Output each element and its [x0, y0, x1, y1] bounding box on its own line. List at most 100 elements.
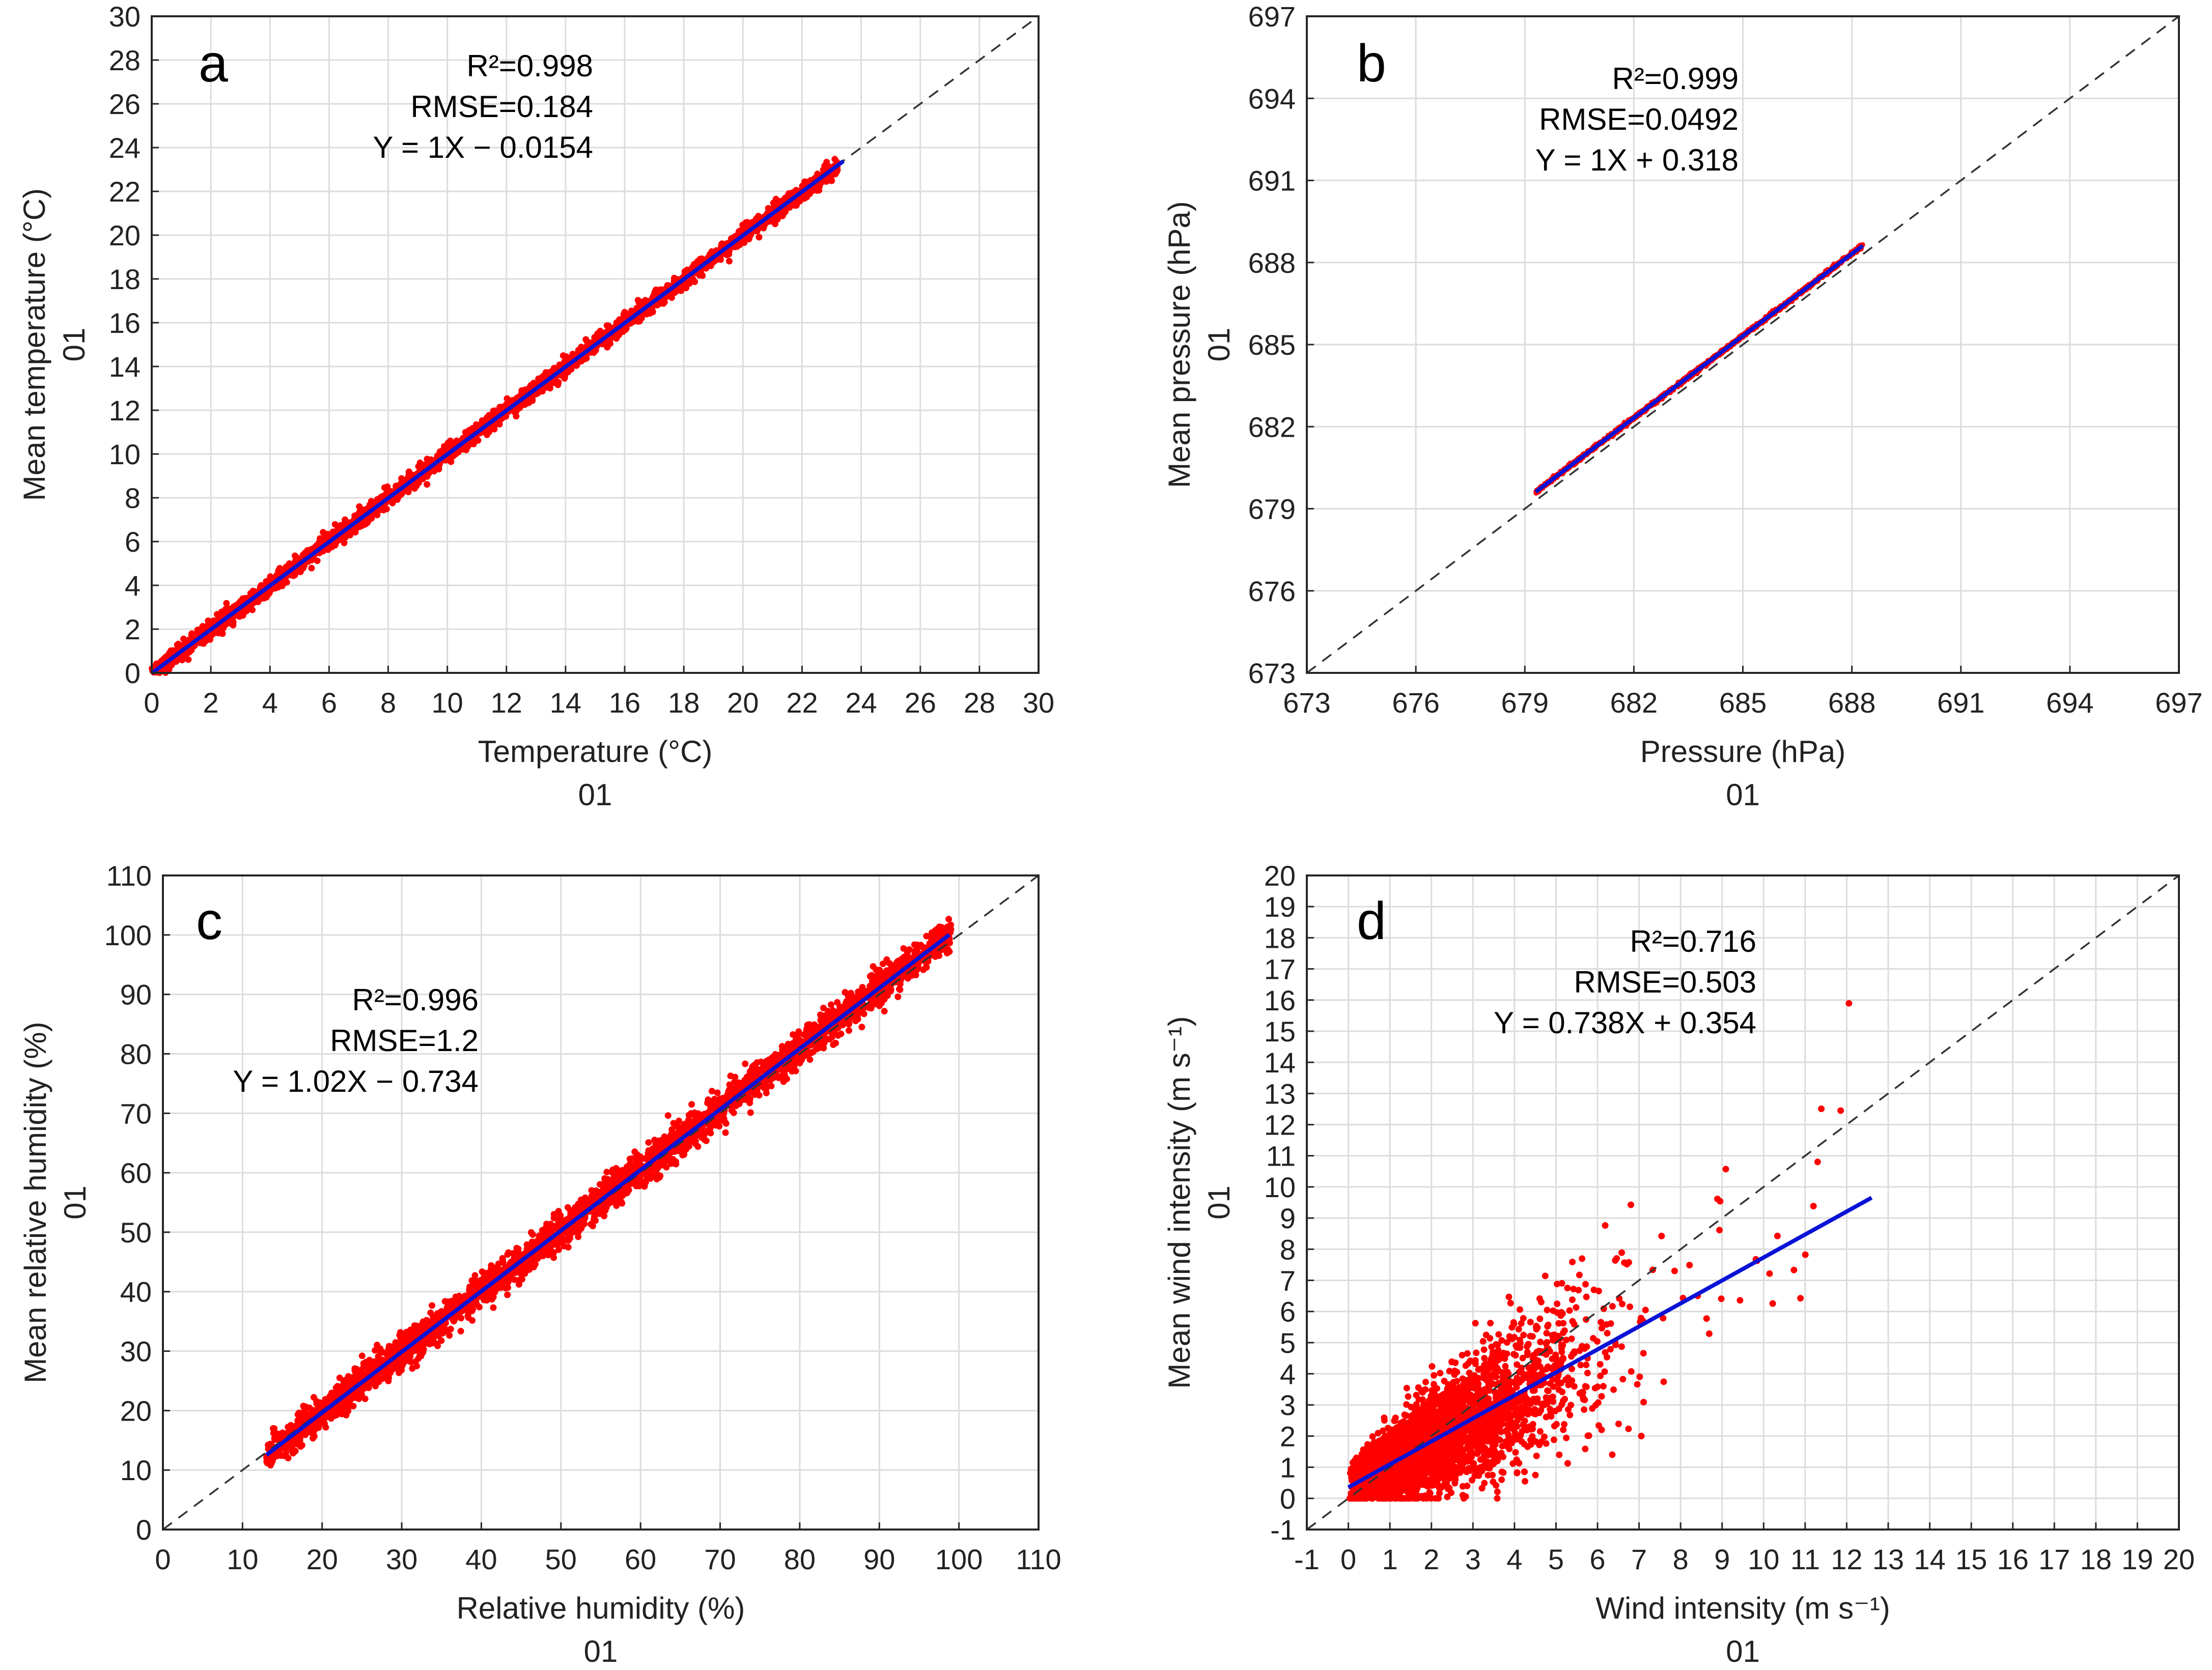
panel-a-point: [290, 572, 297, 579]
panel-b-y-tick-label: 676: [1248, 575, 1296, 607]
panel-b-x-tick-label: 682: [1610, 687, 1658, 719]
panel-a-point: [540, 373, 547, 379]
panel-a-point: [698, 255, 705, 262]
panel-a-x-tick-label: 14: [550, 687, 581, 719]
panel-a-x-tick-label: 18: [668, 687, 699, 719]
panel-a-point: [607, 340, 613, 347]
panel-a-point: [755, 213, 762, 220]
panel-a-equation: Y = 1X − 0.0154: [373, 130, 593, 164]
panel-b-y-tick-label: 694: [1248, 82, 1296, 115]
panel-a-point: [185, 656, 192, 663]
panel-a-point: [503, 395, 511, 402]
panel-a-point: [415, 463, 422, 470]
panel-a-y-tick-label: 8: [125, 482, 141, 514]
panel-a-y-tick-label: 28: [109, 44, 141, 76]
panel-b-y-tick-label: 688: [1248, 247, 1296, 279]
panel-a-point: [188, 631, 195, 638]
panel-a-point: [411, 485, 418, 492]
panel-a-point: [691, 278, 698, 286]
panel-b-y-tick-label: 685: [1248, 329, 1296, 361]
panel-a-x-tick-label: 4: [262, 687, 278, 719]
panel-c-point: [429, 1302, 436, 1309]
panel-a-point: [341, 540, 348, 547]
panel-a-point: [447, 437, 454, 444]
panel-a-x-tick-label: 6: [321, 687, 337, 719]
panel-a-point: [555, 379, 562, 386]
panel-a-point: [214, 611, 220, 618]
panel-a-y-tick-label: 0: [125, 657, 141, 689]
panel-a-x-tick-label: 0: [144, 687, 159, 719]
panel-a-point: [267, 573, 274, 580]
panel-a-x-tick-label: 10: [432, 687, 463, 719]
panel-c-point: [664, 1112, 671, 1119]
panel-a-point: [424, 481, 431, 488]
panel-c-point: [945, 916, 953, 923]
panel-a-y-tick-label: 12: [109, 394, 141, 427]
panel-a-x-tick-label: 12: [491, 687, 522, 719]
panel-b-x-label: Pressure (hPa): [1640, 734, 1845, 769]
panel-a-point: [708, 248, 715, 255]
panel-a-y-tick-label: 18: [109, 263, 141, 295]
panel-a-point: [697, 271, 705, 278]
panel-b-y-tick-label: 673: [1248, 657, 1296, 689]
panel-a-x-tick-label: 26: [905, 687, 936, 719]
panel-b-y-tick-label: 691: [1248, 165, 1296, 197]
panel-a-y-tick-label: 4: [125, 570, 141, 602]
panel-a-y-sublabel: 01: [57, 328, 91, 362]
panel-b-letter: b: [1357, 34, 1386, 93]
panel-a-x-tick-label: 22: [786, 687, 818, 719]
panel-b-equation: Y = 1X + 0.318: [1535, 143, 1739, 177]
panel-b-x-tick-label: 691: [1937, 687, 1984, 719]
panel-a-point: [496, 420, 503, 428]
panel-b: 673 676 679 682 685 688 691 694 697 673 676 679 682…: [1162, 1, 2203, 812]
panel-a-point: [462, 429, 469, 436]
panel-a-y-tick-label: 30: [109, 1, 141, 33]
panel-a-point: [559, 352, 567, 359]
panel-c-point: [490, 1304, 497, 1311]
panel-a-point: [529, 395, 536, 402]
panel-a-point: [407, 471, 414, 478]
panel-a-y-tick-label: 24: [109, 132, 141, 164]
panel-a-y-tick-label: 20: [109, 219, 141, 251]
panel-b-y-tick-label: 682: [1248, 411, 1296, 443]
panel-a-point: [636, 318, 643, 325]
panel-b-x-tick-label: 673: [1283, 687, 1330, 719]
panel-a-y-tick-label: 2: [125, 613, 141, 645]
panel-a-point: [308, 564, 315, 572]
panel-b-x-tick-label: 697: [2155, 687, 2202, 719]
panel-a-point: [725, 258, 733, 265]
panel-a-point: [616, 316, 623, 323]
panel-a-x-sublabel: 01: [578, 778, 612, 812]
panel-b-x-tick-label: 685: [1719, 687, 1767, 719]
panel-a-point: [573, 362, 580, 369]
panel-b-y-tick-label: 679: [1248, 493, 1296, 525]
panel-a-point: [813, 185, 820, 192]
panel-a-letter: a: [199, 34, 228, 93]
panel-a-x-tick-label: 20: [727, 687, 759, 719]
panel-a-point: [823, 159, 830, 165]
panel-a-point: [634, 297, 641, 304]
panel-b-y-sublabel: 01: [1202, 328, 1236, 362]
panel-b-x-tick-label: 679: [1501, 687, 1549, 719]
panel-a-x-tick-label: 2: [203, 687, 219, 719]
panel-b-x-tick-label: 676: [1392, 687, 1439, 719]
panel-c: 0 10 20 30 40 50 60 70 80 90 100 110 01020304050607…: [18, 860, 1061, 1668]
panel-a-grid: [151, 15, 1040, 674]
panel-a-point: [755, 234, 763, 241]
panel-b-y-label: Mean pressure (hPa): [1162, 201, 1196, 488]
panel-c-point: [828, 1001, 834, 1008]
panel-b-rmse: RMSE=0.0492: [1539, 102, 1739, 136]
panel-a-x-label: Temperature (°C): [478, 734, 713, 769]
panel-a-y-tick-label: 26: [109, 88, 141, 120]
panel-a-y-tick-label: 22: [109, 176, 141, 208]
panel-b-x-sublabel: 01: [1726, 778, 1760, 812]
panel-b-x-tick-label: 688: [1828, 687, 1875, 719]
panel-a-point: [219, 630, 226, 637]
panel-b-y-ticks: 673 676 679 682 685 688 691 694 697: [1248, 1, 1314, 689]
panel-b-y-tick-label: 697: [1248, 1, 1296, 33]
panel-a-point: [583, 355, 590, 362]
panel-a-r2: R²=0.998: [467, 49, 594, 83]
panel-a-point: [243, 608, 250, 615]
panel-a-point: [331, 542, 339, 549]
